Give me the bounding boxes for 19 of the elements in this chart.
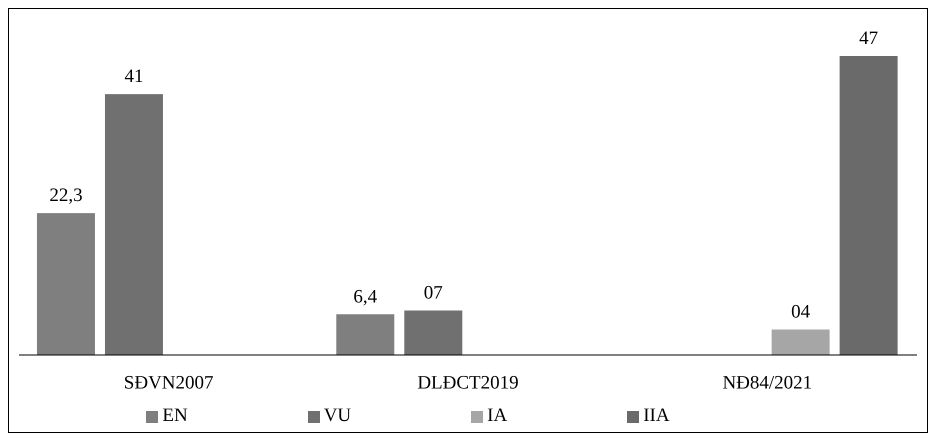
data-label: 6,4 bbox=[353, 286, 378, 308]
data-label: 22,3 bbox=[49, 185, 83, 206]
bar bbox=[104, 94, 163, 355]
bar bbox=[336, 314, 394, 355]
legend-label: IA bbox=[487, 405, 508, 426]
legend-label: EN bbox=[162, 405, 188, 426]
x-tick-label: NĐ84/2021 bbox=[722, 372, 812, 394]
bar bbox=[772, 330, 830, 355]
bar bbox=[840, 56, 898, 355]
bar bbox=[36, 213, 95, 355]
x-tick-label: SĐVN2007 bbox=[124, 372, 214, 394]
bar bbox=[404, 310, 462, 355]
data-label: 07 bbox=[424, 282, 443, 304]
data-label: 47 bbox=[859, 28, 878, 49]
x-tick-label: DLĐCT2019 bbox=[417, 372, 519, 394]
data-label: 04 bbox=[791, 302, 811, 323]
legend-label: IIA bbox=[643, 405, 670, 426]
legend-label: VU bbox=[324, 405, 352, 426]
data-label: 41 bbox=[124, 66, 144, 88]
